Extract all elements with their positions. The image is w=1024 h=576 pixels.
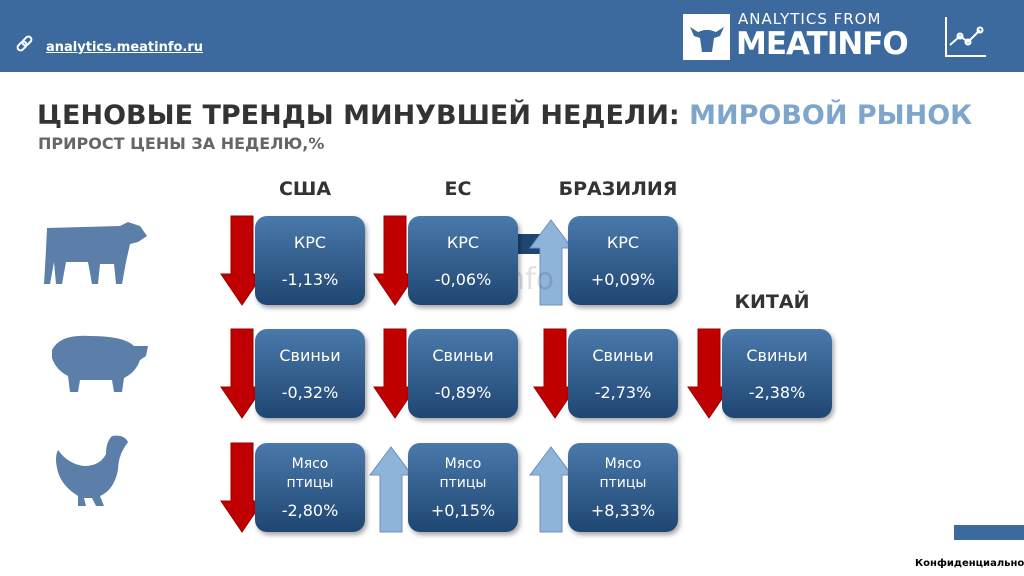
card-value: +0,09% — [590, 269, 656, 289]
price-card: Свиньи -2,73% — [568, 329, 678, 418]
price-card: Мясо птицы +0,15% — [408, 443, 518, 532]
card-category: Свиньи — [746, 345, 808, 365]
card-value: +0,15% — [430, 501, 496, 520]
arrow-down — [533, 328, 577, 419]
card-category: Мясо птицы — [286, 456, 334, 491]
card-value: +8,33% — [590, 501, 656, 520]
title-main: ЦЕНОВЫЕ ТРЕНДЫ МИНУВШЕЙ НЕДЕЛИ: — [37, 100, 680, 131]
region-name: США — [278, 178, 332, 200]
brand-top: ANALYTICS FROM — [738, 10, 882, 28]
chart-icon — [945, 17, 986, 57]
card-value: -2,38% — [748, 382, 806, 402]
price-card: Мясо птицы +8,33% — [568, 443, 678, 532]
card-value: -2,80% — [281, 501, 339, 520]
card-category: КРС — [446, 232, 480, 252]
arrow-down — [373, 215, 417, 306]
cow-icon — [44, 222, 147, 284]
card-category: Мясо птицы — [439, 456, 487, 491]
subtitle: ПРИРОСТ ЦЕНЫ ЗА НЕДЕЛЮ,% — [38, 134, 325, 153]
card-category: Мясо птицы — [599, 456, 647, 491]
price-card: КРС -1,13% — [255, 216, 365, 305]
price-card: КРС -0,06% — [408, 216, 518, 305]
card-category: КРС — [606, 232, 640, 252]
card-category: Свиньи — [432, 345, 494, 365]
card-value: -0,32% — [281, 382, 339, 402]
price-card: Свиньи -0,89% — [408, 329, 518, 418]
price-card: Свиньи -2,38% — [722, 329, 832, 418]
card-category: КРС — [293, 232, 327, 252]
arrow-down — [220, 442, 264, 533]
footer-bar — [954, 525, 1024, 540]
footer-text: Конфиденциально — [915, 558, 1024, 569]
price-card: КРС +0,09% — [568, 216, 678, 305]
price-card: Мясо птицы -2,80% — [255, 443, 365, 532]
link-icon — [16, 35, 33, 52]
card-value: -2,73% — [594, 382, 652, 402]
region-name: БРАЗИЛИЯ — [558, 178, 678, 200]
region-name: КИТАЙ — [734, 291, 810, 313]
card-value: -0,06% — [434, 269, 492, 289]
pig-icon — [52, 335, 148, 392]
bull-icon — [690, 27, 724, 52]
card-value: -1,13% — [281, 269, 339, 289]
arrow-up — [529, 219, 573, 306]
brand-name: MEATINFO — [736, 26, 909, 62]
arrow-down — [687, 328, 731, 419]
arrow-up — [369, 446, 413, 533]
region-name: ЕС — [444, 178, 472, 200]
arrow-up — [529, 446, 573, 533]
arrow-down — [220, 328, 264, 419]
title-highlight: МИРОВОЙ РЫНОК — [689, 100, 973, 131]
card-value: -0,89% — [434, 382, 492, 402]
price-card: Свиньи -0,32% — [255, 329, 365, 418]
chicken-icon — [56, 435, 128, 506]
header-link[interactable]: analytics.meatinfo.ru — [46, 40, 204, 55]
card-category: Свиньи — [279, 345, 341, 365]
animal-icons — [44, 222, 148, 506]
title: ЦЕНОВЫЕ ТРЕНДЫ МИНУВШЕЙ НЕДЕЛИ: МИРОВОЙ … — [37, 100, 972, 131]
arrow-down — [220, 215, 264, 306]
card-category: Свиньи — [592, 345, 654, 365]
arrow-down — [373, 328, 417, 419]
header-bar — [0, 0, 1024, 72]
